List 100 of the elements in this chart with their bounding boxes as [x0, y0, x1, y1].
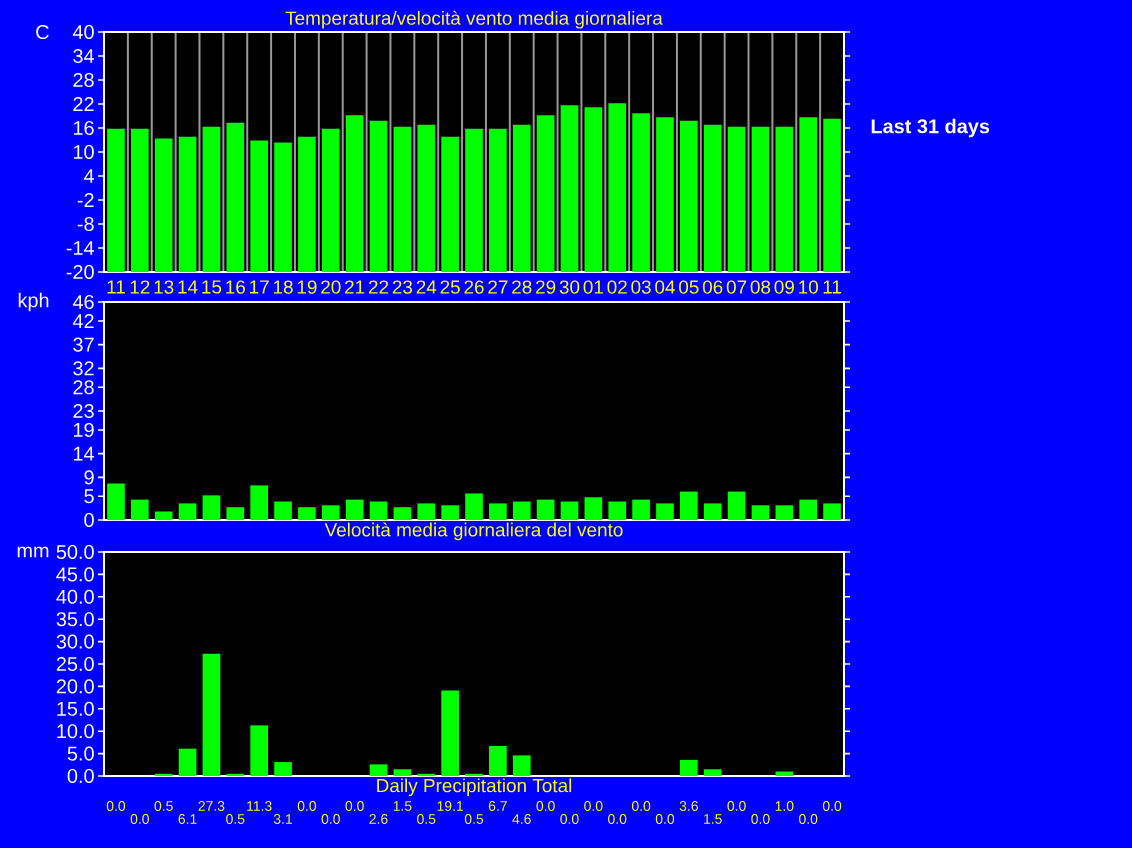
bar [107, 483, 125, 520]
bar [417, 503, 436, 520]
bar [823, 118, 841, 272]
bar [680, 491, 698, 520]
bar [703, 124, 722, 272]
x-tick-label: 02 [607, 280, 627, 294]
bar [369, 501, 388, 520]
x-tick-label: 28 [512, 280, 532, 294]
bar [799, 117, 818, 272]
bar [727, 126, 746, 272]
bar [369, 120, 388, 272]
bar [512, 755, 531, 776]
bar [226, 122, 245, 272]
y-tick-label: 45.0 [56, 567, 94, 582]
bar [608, 501, 627, 520]
y-tick-label: 5.0 [67, 746, 94, 761]
bar [465, 128, 483, 272]
bar [298, 507, 316, 520]
x-tick-label: 26 [464, 280, 484, 294]
bar [130, 499, 149, 520]
bar [393, 126, 412, 272]
y-tick-label: 40.0 [56, 589, 94, 604]
y-tick-label: 10 [73, 144, 94, 160]
bar [226, 507, 245, 520]
x-tick-label: 18 [273, 280, 293, 294]
y-tick-label: 16 [73, 120, 94, 136]
y-axis-title: C [36, 24, 49, 40]
bar [202, 653, 221, 776]
bar [489, 745, 507, 776]
y-tick-label: 20.0 [56, 679, 94, 694]
bar [465, 493, 483, 520]
x-tick-label: 15 [202, 280, 222, 294]
bar [560, 501, 579, 520]
y-tick-label: 25.0 [56, 656, 94, 672]
x-tick-label: 11 [107, 280, 125, 294]
bar [823, 503, 841, 520]
bar [560, 105, 579, 272]
x-tick-label: 16 [226, 280, 245, 294]
bar [536, 499, 555, 520]
x-tick-label: 08 [750, 280, 771, 294]
bar [727, 491, 746, 520]
y-tick-label: -20 [66, 264, 94, 280]
bar [154, 511, 173, 520]
bar [512, 501, 531, 520]
x-tick-label: 12 [130, 280, 150, 294]
bar [178, 136, 197, 272]
x-tick-label: 19 [297, 280, 317, 294]
bar [489, 503, 507, 520]
x-tick-label: 17 [250, 280, 269, 294]
y-tick-label: 35.0 [56, 612, 94, 627]
y-tick-label: 23 [73, 403, 94, 419]
bar [321, 505, 340, 520]
bar [441, 690, 459, 776]
y-tick-label: -2 [77, 193, 94, 207]
bar [656, 117, 674, 272]
bar [345, 115, 364, 272]
x-axis-title: Velocità media giornaliera del vento [324, 522, 623, 541]
y-tick-label: 9 [84, 470, 94, 485]
y-axis-title: mm [17, 546, 49, 558]
x-tick-label: 27 [488, 280, 508, 294]
bar [799, 499, 818, 520]
y-tick-label: 50.0 [56, 544, 94, 560]
y-tick-label: 10.0 [57, 724, 94, 739]
y-tick-label: 40 [72, 24, 94, 40]
x-tick-label: 11 [823, 280, 841, 294]
y-tick-label: 14 [73, 446, 95, 461]
bar [536, 115, 555, 272]
bar [202, 495, 221, 520]
bar [512, 124, 531, 272]
x-tick-label: 29 [536, 280, 556, 294]
bar [632, 499, 650, 520]
bar [345, 499, 364, 520]
bar [178, 503, 197, 520]
x-tick-label: 06 [702, 280, 723, 294]
bar [441, 505, 459, 520]
bar [202, 126, 221, 272]
bar [298, 136, 316, 272]
bar [775, 505, 794, 520]
x-tick-label: 25 [440, 280, 460, 294]
bar [680, 759, 698, 776]
y-tick-label: 37 [73, 337, 94, 352]
y-tick-label: 28 [73, 380, 94, 395]
bar [680, 120, 698, 272]
x-tick-label: 24 [416, 280, 437, 294]
y-tick-label: 5 [84, 489, 94, 504]
bar [393, 769, 412, 776]
x-tick-label: 01 [583, 280, 603, 294]
x-tick-label: 21 [345, 280, 365, 294]
y-tick-label: 0 [84, 512, 94, 528]
y-tick-label: 4 [83, 169, 95, 183]
x-tick-label: 05 [679, 280, 699, 294]
bar [656, 503, 674, 520]
x-tick-label: 03 [631, 280, 651, 294]
x-tick-label: 13 [154, 280, 174, 294]
bar [274, 142, 292, 272]
y-tick-label: -8 [77, 216, 94, 232]
bar [608, 103, 627, 272]
bar [417, 124, 436, 272]
x-tick-label: 14 [178, 280, 198, 294]
bar [584, 497, 603, 520]
